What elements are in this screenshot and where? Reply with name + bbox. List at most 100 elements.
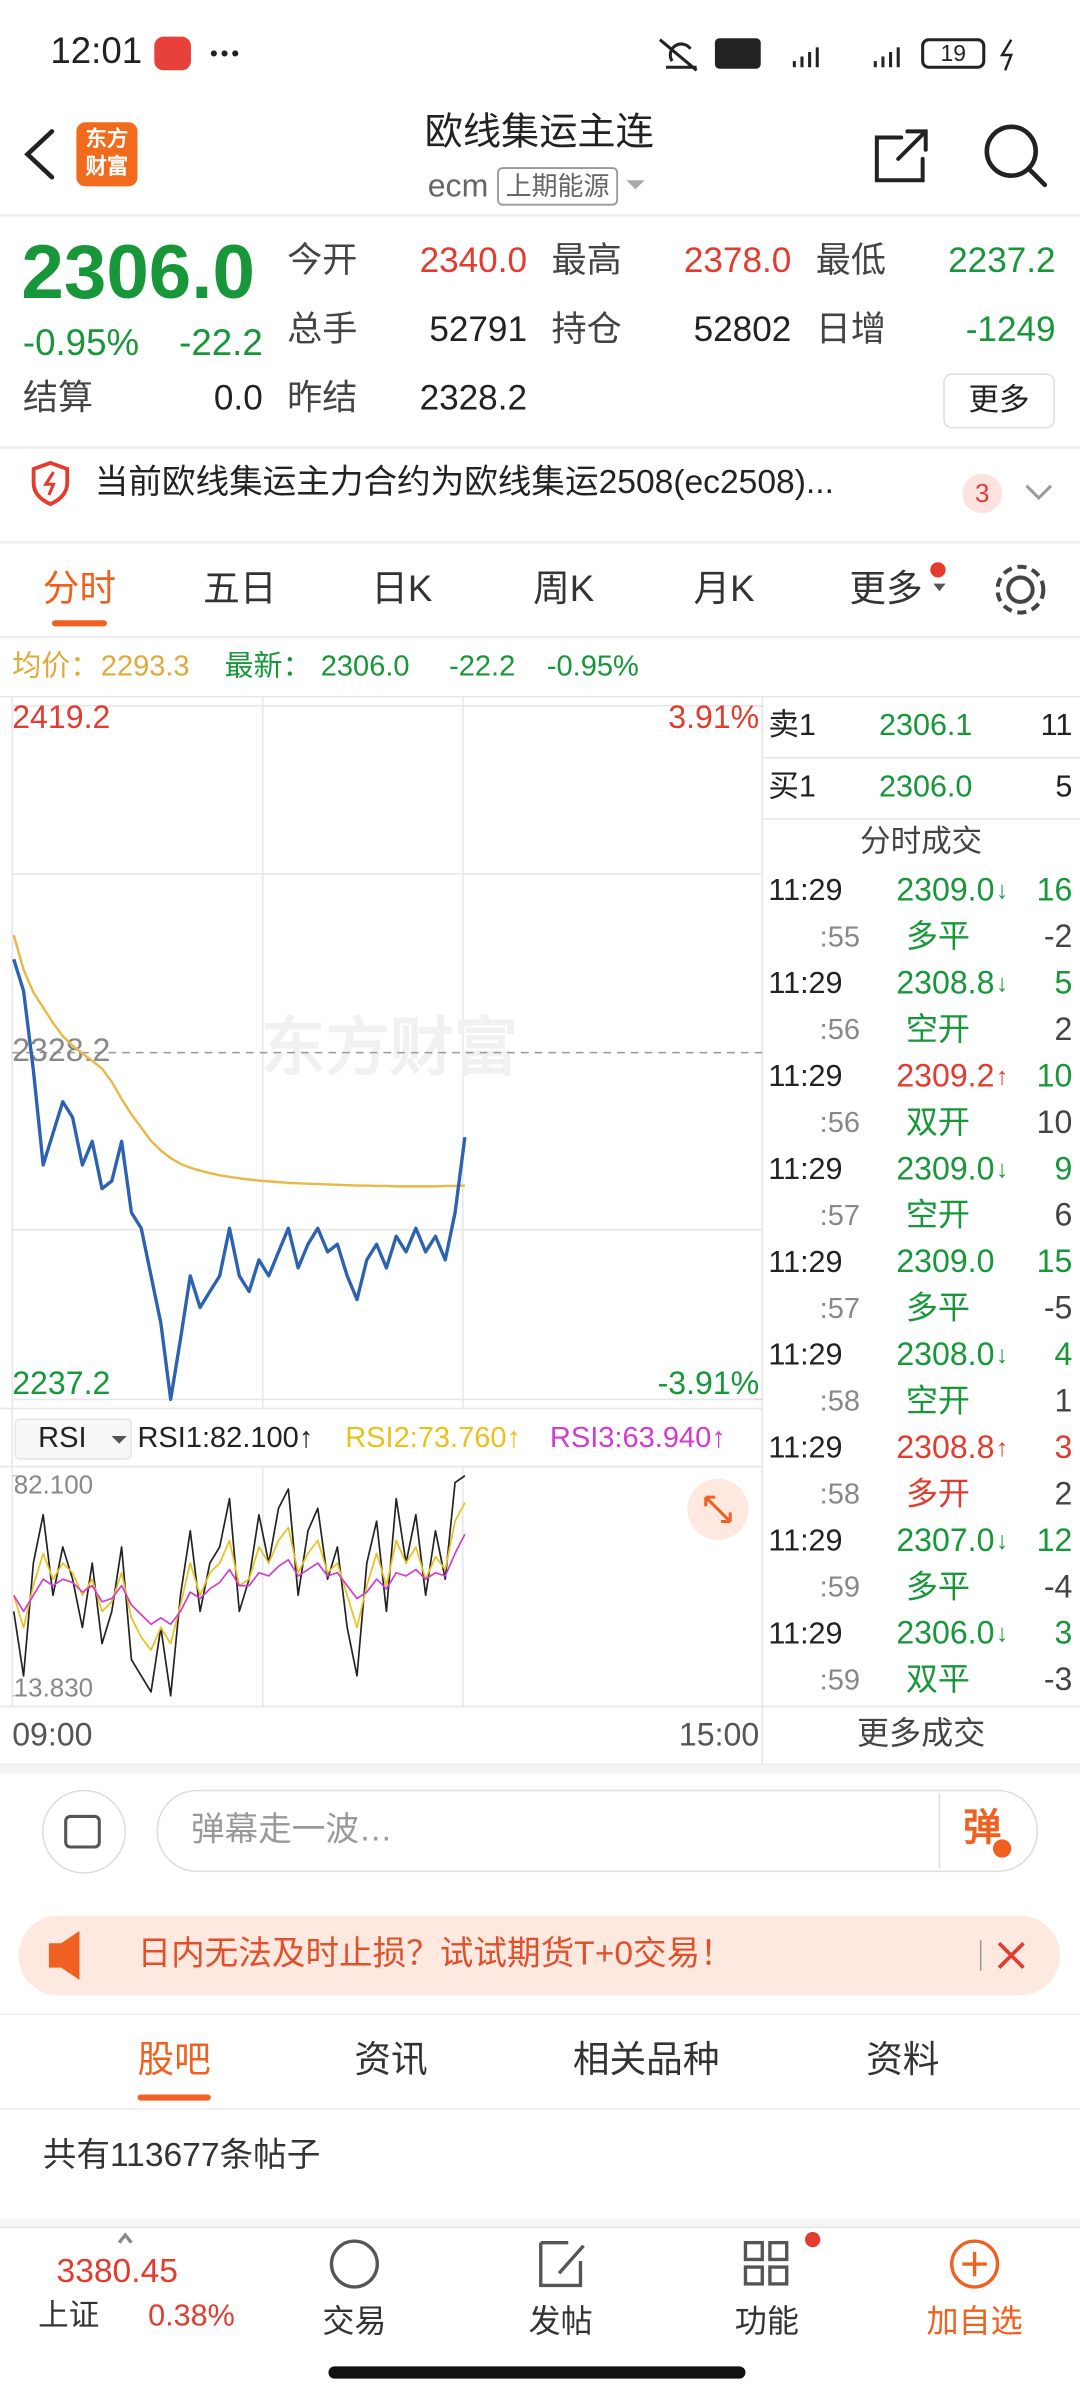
- nav-item[interactable]: 功能: [735, 2303, 799, 2339]
- trade-second: :57: [820, 1200, 860, 1232]
- header-icons: [24, 122, 1048, 206]
- book-price: 2306.0: [879, 769, 972, 803]
- index-value[interactable]: 3380.45: [57, 2253, 178, 2290]
- community-tab[interactable]: 资讯: [354, 2039, 427, 2080]
- trade-kind: 空开: [906, 1382, 970, 1418]
- code: ecm: [428, 167, 489, 203]
- field-label: 最高: [551, 241, 621, 280]
- trade-volume: 15: [1037, 1243, 1073, 1279]
- field-value: -1249: [966, 310, 1056, 349]
- danmaku-button[interactable]: 弹: [963, 1806, 1001, 1849]
- trade-arrow: ↑: [996, 1063, 1008, 1090]
- nav-item[interactable]: 发帖: [529, 2303, 593, 2339]
- trade-arrow: ↓: [996, 1528, 1008, 1555]
- indicator-selector[interactable]: RSI: [38, 1422, 86, 1454]
- trade-time: 11:29: [768, 1523, 842, 1557]
- trade-arrow: ↓: [996, 1621, 1008, 1648]
- badge: 3: [975, 478, 989, 508]
- trade-volume: 3: [1055, 1615, 1073, 1651]
- latest-change-pct: -0.95%: [547, 650, 639, 682]
- comment-icon[interactable]: [42, 1789, 127, 1874]
- trade-kind: 双开: [906, 1104, 970, 1140]
- field-value: 52791: [429, 310, 527, 349]
- nav-item[interactable]: 交易: [322, 2303, 386, 2339]
- trade-time: 11:29: [768, 1245, 842, 1279]
- trade-time: 11:29: [768, 1338, 842, 1372]
- avg-label: 均价：: [12, 649, 99, 682]
- trade-volume: 3: [1055, 1429, 1073, 1465]
- trade-volume: 9: [1055, 1150, 1073, 1186]
- trade-second: :58: [820, 1386, 860, 1418]
- trade-kind: 空开: [906, 1197, 970, 1233]
- community-tab[interactable]: 相关品种: [573, 2039, 720, 2080]
- comment-input[interactable]: [156, 1789, 1038, 1873]
- legend-entry: RSI3:63.940↑: [550, 1422, 726, 1454]
- trade-volume: 2: [1055, 1011, 1073, 1047]
- trade-second: :59: [820, 1664, 860, 1696]
- latest-change: -22.2: [449, 650, 515, 682]
- trade-second: :58: [820, 1479, 860, 1511]
- tab[interactable]: 月K: [694, 568, 756, 609]
- post-count: 共有113677条帖子: [43, 2136, 321, 2174]
- field-value: 52802: [694, 310, 792, 349]
- share-button[interactable]: [874, 129, 928, 183]
- divider: [0, 2108, 1080, 2110]
- index-change: 0.38%: [148, 2299, 235, 2333]
- y-tick-label: 2419.2: [12, 699, 110, 735]
- series-line: [13, 1533, 466, 1626]
- banner-text[interactable]: 日内无法及时止损？试试期货T+0交易！: [137, 1934, 733, 1972]
- trade-time: 11:29: [768, 966, 842, 1000]
- trade-arrow: ↓: [996, 878, 1008, 905]
- nav-icons: [117, 2231, 1000, 2289]
- book-price: 2306.1: [879, 708, 972, 742]
- trade-price: 2308.8: [896, 1429, 994, 1465]
- trade-volume: 16: [1037, 872, 1073, 908]
- tab[interactable]: 五日: [203, 568, 276, 609]
- avg-value: 2293.3: [101, 650, 190, 682]
- field-value: 2378.0: [684, 241, 791, 280]
- more-button[interactable]: [943, 373, 1055, 429]
- community-tab[interactable]: 资料: [866, 2039, 939, 2080]
- trades-title: 分时成交: [860, 824, 982, 858]
- field-value: 2328.2: [420, 379, 527, 418]
- trade-kind: 多平: [906, 1568, 970, 1604]
- trade-price: 2308.8: [896, 965, 994, 1001]
- tab[interactable]: 分时: [43, 568, 116, 609]
- close-button[interactable]: [997, 1941, 1025, 1969]
- trade-arrow: ↓: [996, 1156, 1008, 1183]
- settings-button[interactable]: [995, 564, 1046, 615]
- trade-second: :55: [820, 921, 860, 953]
- book-label: 买1: [768, 769, 816, 803]
- trade-second: :59: [820, 1571, 860, 1603]
- tab-underline: [137, 2094, 211, 2101]
- y-tick-label: 13.830: [14, 1672, 93, 1702]
- exchange: 上期能源: [506, 171, 610, 201]
- tab[interactable]: 日K: [371, 568, 433, 609]
- book-volume: 11: [1041, 708, 1073, 742]
- community-tab[interactable]: 股吧: [137, 2039, 210, 2080]
- y-tick-label: 2237.2: [12, 1365, 110, 1401]
- back-button[interactable]: [24, 129, 55, 180]
- nav-item[interactable]: 加自选: [926, 2303, 1022, 2339]
- trade-time: 11:29: [768, 1616, 842, 1650]
- trade-volume: 4: [1055, 1336, 1073, 1372]
- more-button[interactable]: 更多: [968, 383, 1029, 417]
- notice[interactable]: 当前欧线集运主力合约为欧线集运2508(ec2508)...: [95, 463, 834, 501]
- search-button[interactable]: [984, 124, 1048, 188]
- comment-bar: [42, 1789, 1038, 1874]
- expand-button[interactable]: [687, 1478, 749, 1540]
- tab[interactable]: 周K: [533, 568, 595, 609]
- y2-tick-label: 3.91%: [668, 699, 759, 735]
- logo: 东方: [86, 126, 129, 151]
- watermark: 东方财富: [261, 1012, 518, 1084]
- legend-entry: RSI1:82.100↑: [137, 1422, 313, 1454]
- title: 欧线集运主连: [425, 111, 654, 154]
- notice-icons: [31, 460, 1053, 514]
- trade-kind: 多平: [906, 918, 970, 954]
- field-value: 0.0: [214, 379, 263, 418]
- more-trades[interactable]: 更多成交: [857, 1715, 985, 1751]
- tab[interactable]: 更多: [849, 568, 922, 609]
